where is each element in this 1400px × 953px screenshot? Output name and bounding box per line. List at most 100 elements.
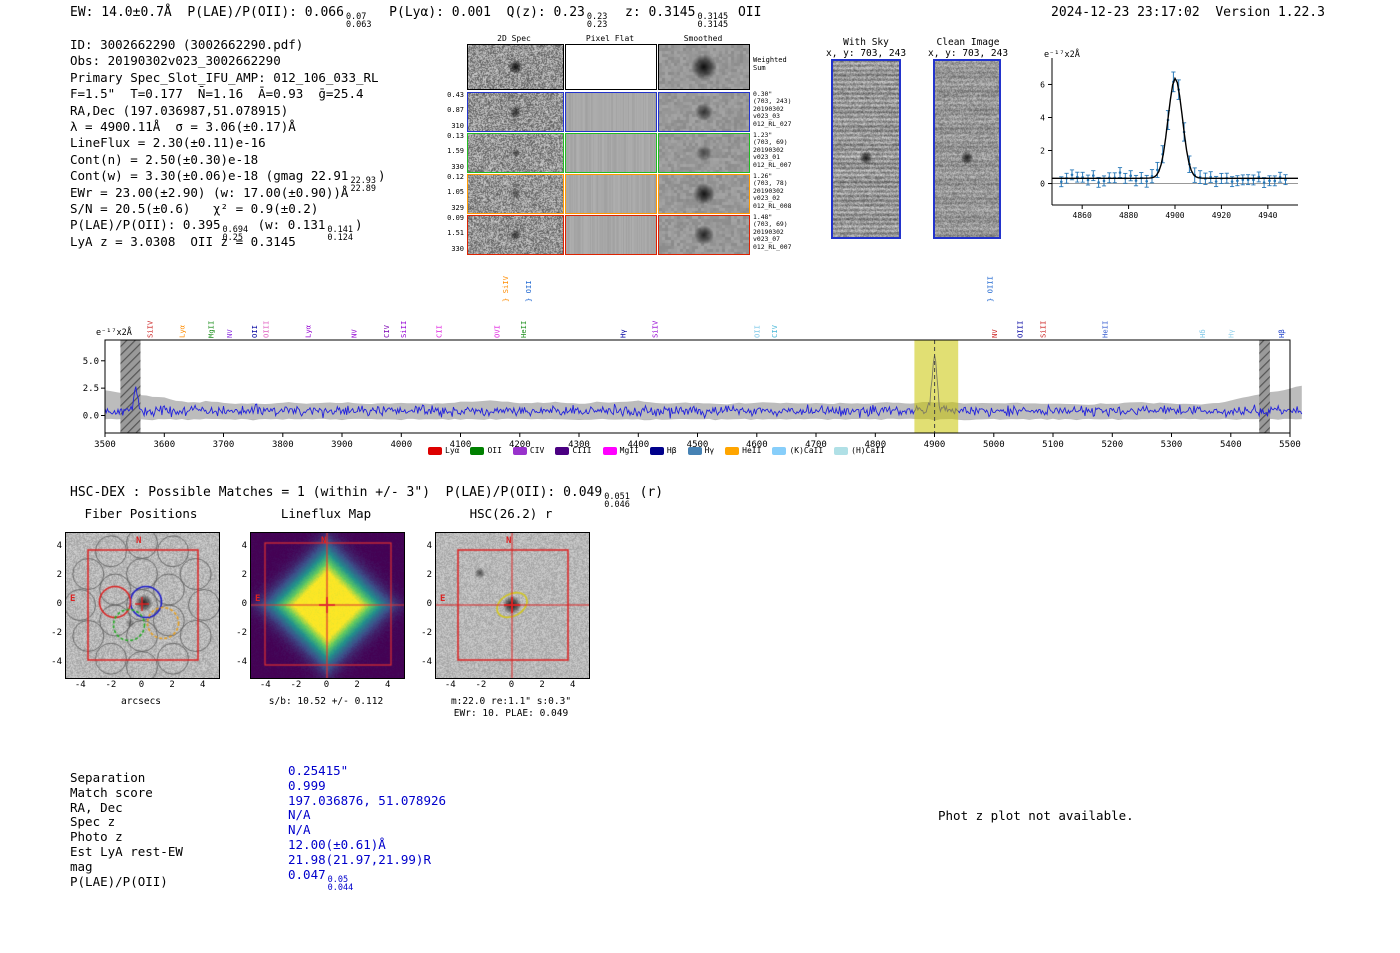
spec2d-image xyxy=(467,92,564,132)
spec2d-row-axis-label: 1.51 xyxy=(447,229,464,237)
svg-text:4600: 4600 xyxy=(746,440,768,450)
text-segment: Primary Spec_Slot_IFU_AMP: 012_106_033_R… xyxy=(70,69,379,85)
axis-tick-label: 2 xyxy=(354,680,360,690)
svg-text:4100: 4100 xyxy=(450,440,472,450)
svg-text:4860: 4860 xyxy=(1073,211,1092,220)
legend-item: (H)CaII xyxy=(834,446,885,455)
legend-item: HeII xyxy=(725,446,761,455)
spec2d-row-annotation: (703, 69) xyxy=(753,220,788,229)
axis-tick-label: -4 xyxy=(51,656,62,667)
legend-label: Hγ xyxy=(704,446,715,455)
stacked-value: 0.05 0.044 xyxy=(327,874,354,893)
svg-text:NV: NV xyxy=(990,329,999,338)
svg-text:4200: 4200 xyxy=(509,440,531,450)
text-segment: OII xyxy=(730,5,762,20)
text-segment: 197.036876, 51.078926 xyxy=(288,792,447,808)
axis-tick-label: -2 xyxy=(421,627,432,638)
clean-image-title: Clean Image xyxy=(936,37,1000,48)
text-segment: 0.25415" xyxy=(288,763,349,778)
axis-tick-label: 4 xyxy=(56,540,62,551)
legend-item: MgII xyxy=(602,446,639,455)
pixel-flat-image xyxy=(565,174,657,214)
svg-text:4700: 4700 xyxy=(805,440,827,450)
match-row-value: 0.999 xyxy=(288,778,326,793)
axis-tick-label: -4 xyxy=(444,680,456,690)
match-row-value: 21.98(21.97,21.99)R xyxy=(288,852,431,867)
spec2d-row-axis-label: 0.09 xyxy=(447,214,464,222)
text-segment: F=1.5" T=0.177 N̄=1.16 Ā=0.93 ḡ=25.4 xyxy=(70,86,364,102)
svg-text:3500: 3500 xyxy=(94,440,116,450)
spec2d-row-annotation: 012_RL_027 xyxy=(753,119,792,128)
pixel-flat-image xyxy=(565,92,657,132)
svg-text:OVI: OVI xyxy=(493,325,502,338)
svg-text:3700: 3700 xyxy=(213,440,235,450)
svg-text:4800: 4800 xyxy=(864,440,886,450)
legend-swatch xyxy=(555,446,570,455)
text-segment: ) xyxy=(354,217,363,233)
spec2d-row-axis-label: 1.05 xyxy=(447,188,464,196)
axes: 3500 3600 3700 3800 3900 4000 4100 4200 4300 4400… xyxy=(83,339,1301,450)
stacked-value: 0.141 0.124 xyxy=(327,225,353,244)
clean-image-coords: x, y: 703, 243 xyxy=(928,48,1009,59)
with-sky-title: With Sky xyxy=(843,37,889,48)
text-segment: Cont(n) = 2.50(±0.30)e-18 xyxy=(70,151,259,167)
svg-text:5300: 5300 xyxy=(1161,440,1183,450)
spec2d-row-annotation: 012_RL_007 xyxy=(753,160,792,169)
text-segment: S/N = 20.5(±0.6) χ² = 0.9(±0.2) xyxy=(70,201,319,216)
match-row-label: Est LyA rest-EW xyxy=(70,844,183,859)
match-row-label: mag xyxy=(70,858,93,874)
svg-text:5500: 5500 xyxy=(1279,440,1301,450)
with-sky-image xyxy=(831,59,901,239)
spec2d-row-annotation: 20190302 xyxy=(753,186,784,195)
svg-text:SiII: SiII xyxy=(399,321,408,338)
axis-tick-label: 4 xyxy=(241,540,247,551)
info-line: Primary Spec_Slot_IFU_AMP: 012_106_033_R… xyxy=(70,70,379,85)
gaussian-fit-curve xyxy=(1052,76,1298,179)
svg-text:6: 6 xyxy=(1040,80,1045,89)
spec2d-row-annotation: 012_RL_007 xyxy=(753,242,792,251)
svg-text:SiII: SiII xyxy=(1038,321,1047,338)
svg-text:HeII: HeII xyxy=(1101,321,1110,338)
axis-tick-label: -2 xyxy=(290,680,302,690)
compass-north-label: N xyxy=(321,536,327,546)
svg-text:} OII: } OII xyxy=(524,280,533,302)
axis-x-label: arcsecs xyxy=(120,696,162,707)
spec2d-row-annotation: 012_RL_008 xyxy=(753,201,792,210)
spectrum-points xyxy=(1059,71,1288,188)
axis-tick-label: 2 xyxy=(426,569,432,580)
legend-label: (K)CaII xyxy=(789,446,824,455)
svg-text:5400: 5400 xyxy=(1220,440,1242,450)
text-segment: Obs: 20190302v023_3002662290 xyxy=(70,53,281,69)
smoothed-image xyxy=(658,92,750,132)
legend-item: CIII xyxy=(555,446,592,455)
spec2d-row-annotation: (703, 69) xyxy=(753,138,788,147)
spectrum-line xyxy=(104,355,1303,420)
svg-text:OII: OII xyxy=(752,325,761,338)
axis-tick-label: -2 xyxy=(51,627,62,638)
svg-text:4920: 4920 xyxy=(1212,211,1231,220)
line-fit-zoom-plot: e⁻¹⁷x2Å 0 2 4 6 4860 4880 4900 4920 4940 xyxy=(1030,48,1322,230)
svg-text:2: 2 xyxy=(1040,146,1045,155)
spec2d-row-axis-label: 310 xyxy=(451,122,464,130)
axis-tick-label: 2 xyxy=(169,680,175,690)
axis-tick-label: -4 xyxy=(236,656,247,667)
line-fit-zoom-svg: 0 2 4 6 4860 4880 4900 4920 4940 xyxy=(1040,58,1298,220)
legend-item: (K)CaII xyxy=(772,446,823,455)
svg-text:3600: 3600 xyxy=(153,440,175,450)
timestamp-version: 2024-12-23 23:17:02 Version 1.22.3 xyxy=(1051,5,1325,20)
svg-text:CIV: CIV xyxy=(770,324,779,338)
text-segment: λ = 4900.11Å σ = 3.06(±0.17)Å xyxy=(70,119,296,134)
axis-tick-label: 4 xyxy=(384,680,391,690)
cut-hsc-image xyxy=(435,532,590,679)
axis-tick-label: 2 xyxy=(241,569,247,580)
svg-text:3800: 3800 xyxy=(272,440,294,450)
axis-tick-label: -4 xyxy=(74,680,86,690)
summary-header-line: EW: 14.0±0.7Å P(LAE)/P(OII): 0.066 0.07 0.… xyxy=(70,5,761,29)
compass-east-label: E xyxy=(255,594,261,604)
svg-text:Hβ: Hβ xyxy=(1277,329,1286,338)
svg-text:5000: 5000 xyxy=(983,440,1005,450)
spec2d-row-axis-label: 0.13 xyxy=(447,132,464,140)
